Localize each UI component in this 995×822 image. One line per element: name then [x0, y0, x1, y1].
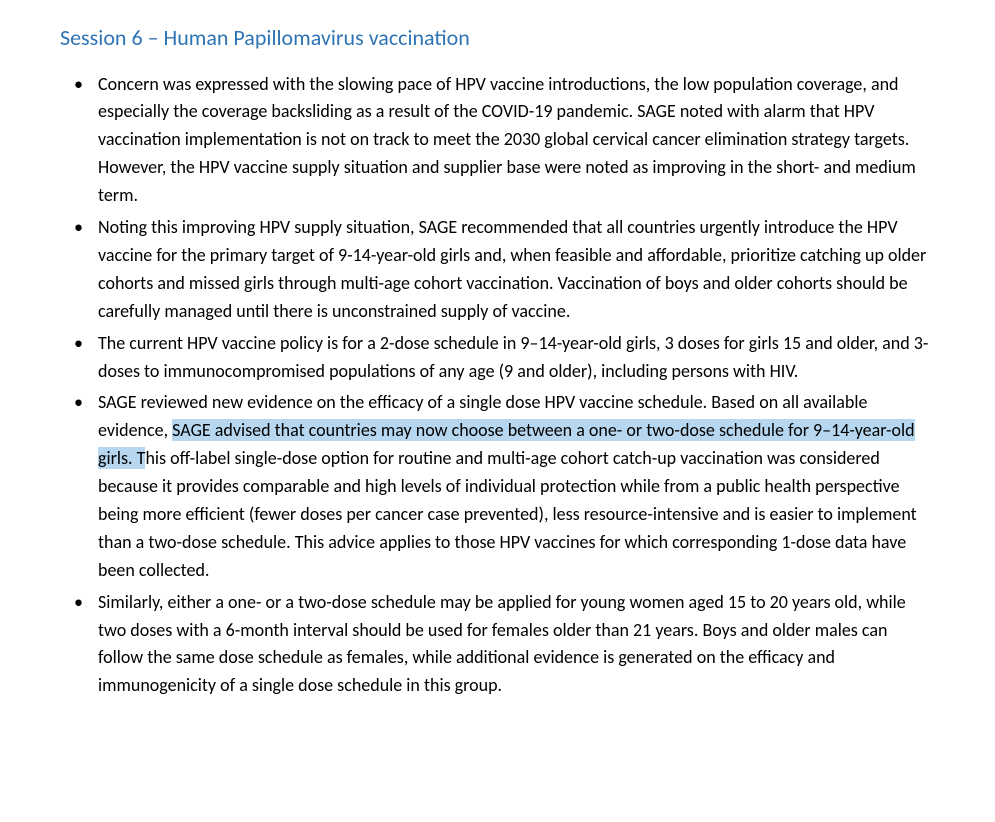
session-title: Session 6 – Human Papillomavirus vaccina…: [60, 24, 935, 53]
list-item: Noting this improving HPV supply situati…: [60, 214, 935, 326]
bullet-text-post: his off-label single-dose option for rou…: [98, 447, 917, 581]
list-item: SAGE reviewed new evidence on the effica…: [60, 389, 935, 584]
document-page: Session 6 – Human Papillomavirus vaccina…: [0, 0, 995, 744]
list-item: Similarly, either a one- or a two-dose s…: [60, 589, 935, 701]
bullet-list: Concern was expressed with the slowing p…: [60, 71, 935, 701]
list-item: Concern was expressed with the slowing p…: [60, 71, 935, 210]
list-item: The current HPV vaccine policy is for a …: [60, 330, 935, 386]
